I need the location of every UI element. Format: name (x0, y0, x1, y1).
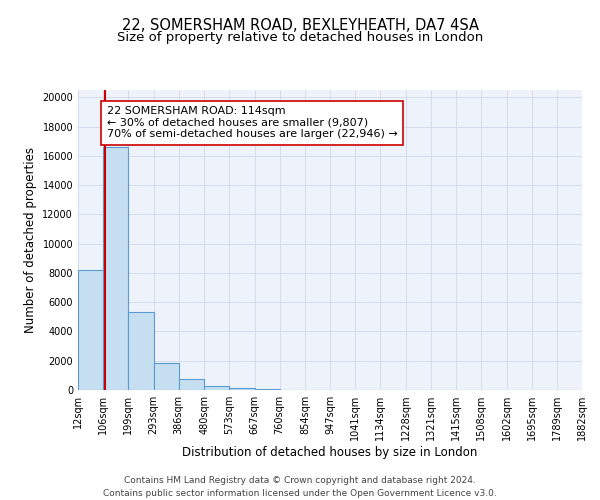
Text: Contains HM Land Registry data © Crown copyright and database right 2024.
Contai: Contains HM Land Registry data © Crown c… (103, 476, 497, 498)
X-axis label: Distribution of detached houses by size in London: Distribution of detached houses by size … (182, 446, 478, 459)
Bar (154, 363, 179, 390)
Text: 22 SOMERSHAM ROAD: 114sqm
← 30% of detached houses are smaller (9,807)
70% of se: 22 SOMERSHAM ROAD: 114sqm ← 30% of detac… (107, 106, 397, 140)
Text: 22, SOMERSHAM ROAD, BEXLEYHEATH, DA7 4SA: 22, SOMERSHAM ROAD, BEXLEYHEATH, DA7 4SA (121, 18, 479, 32)
Bar (179, 379, 204, 390)
Bar (78, 270, 103, 390)
Bar (128, 312, 154, 390)
Bar (254, 388, 280, 390)
Bar (204, 386, 229, 390)
Bar (229, 388, 254, 390)
Y-axis label: Number of detached properties: Number of detached properties (24, 147, 37, 333)
Bar (103, 147, 128, 390)
Text: Size of property relative to detached houses in London: Size of property relative to detached ho… (117, 31, 483, 44)
